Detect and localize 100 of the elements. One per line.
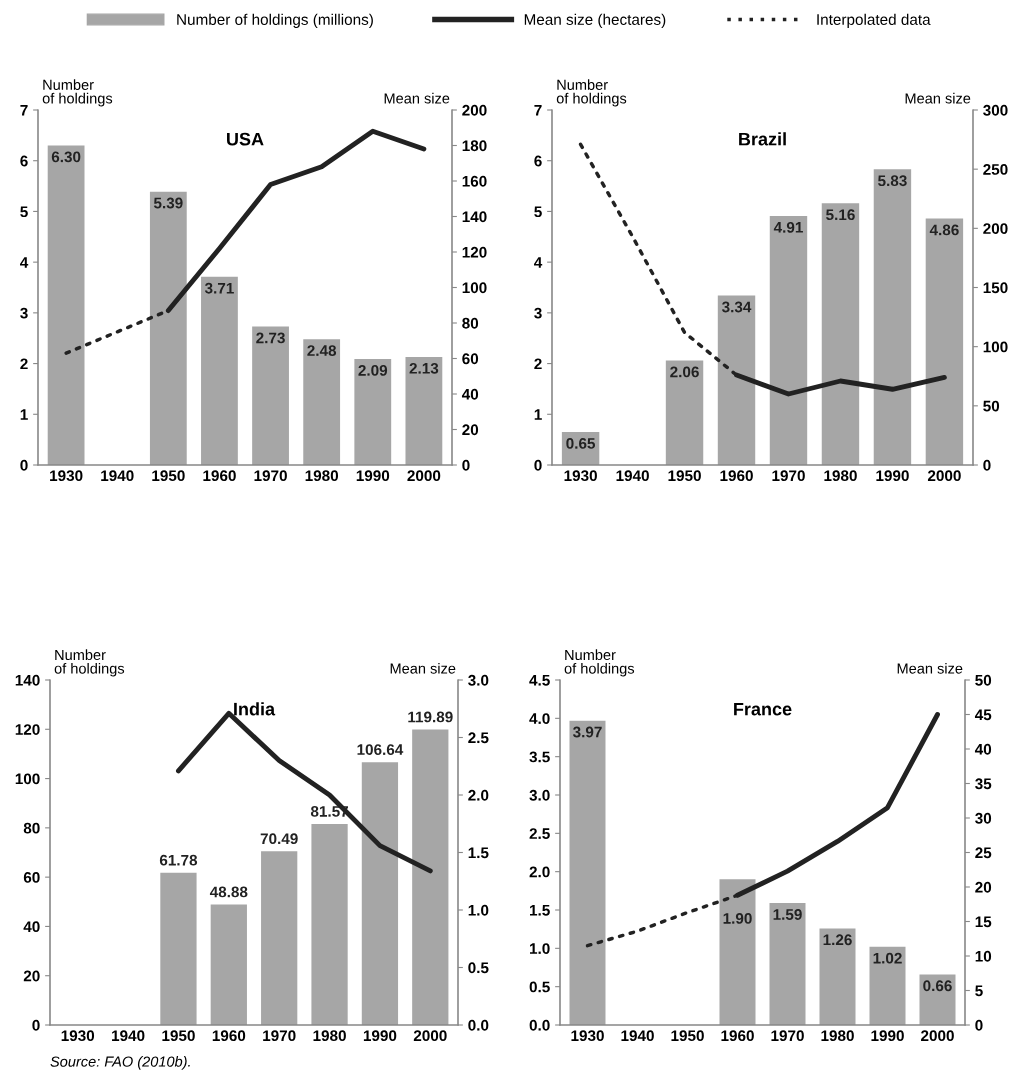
- y2-tick-label: 5: [975, 985, 983, 997]
- y2-tick-label: 0: [983, 459, 991, 471]
- bar: [405, 356, 443, 465]
- legend-label: Number of holdings (millions): [177, 13, 373, 28]
- bar: [311, 823, 348, 1025]
- x-tick-label: 1970: [263, 1030, 296, 1042]
- y-tick-label: 4.5: [529, 675, 550, 686]
- data-label: 5.39: [153, 197, 183, 209]
- y2-axis-title: Mean size: [905, 92, 971, 104]
- y-tick-label: 7: [20, 105, 28, 116]
- x-tick-label: 1930: [571, 1030, 604, 1042]
- data-label: 119.89: [408, 711, 453, 723]
- legend-label: Interpolated data: [817, 13, 931, 28]
- bar: [412, 729, 449, 1025]
- data-label: 2.73: [256, 332, 285, 344]
- y2-tick-label: 50: [983, 400, 1000, 412]
- y-tick-label: 2: [20, 358, 28, 370]
- y2-tick-label: 0.0: [468, 1019, 489, 1031]
- y2-tick-label: 30: [975, 812, 992, 824]
- y-tick-label: 40: [23, 921, 40, 933]
- bar: [919, 974, 956, 1025]
- y-tick-label: 1.5: [530, 905, 550, 916]
- data-label: 5.83: [878, 175, 907, 187]
- bar: [47, 145, 85, 465]
- x-tick-label: 1930: [50, 470, 83, 482]
- y2-tick-label: 2.0: [468, 789, 489, 801]
- x-tick-label: 1970: [772, 470, 805, 482]
- y-tick-label: 1: [534, 409, 542, 420]
- x-tick-label: 1990: [363, 1030, 397, 1042]
- x-tick-label: 1970: [771, 1030, 804, 1042]
- y2-tick-label: 0.5: [468, 962, 489, 974]
- x-tick-label: 2000: [407, 470, 441, 482]
- y-tick-label: 0: [534, 459, 542, 471]
- y-tick-label: 3.0: [529, 789, 550, 801]
- text: Brazil: [739, 132, 786, 146]
- y-axis-title: Number of holdings: [54, 649, 125, 677]
- y-tick-label: 120: [15, 724, 40, 735]
- y-tick-label: 1.0: [530, 943, 550, 955]
- y-tick-label: 6: [20, 155, 28, 167]
- y-tick-label: 4: [20, 257, 29, 268]
- y-tick-label: 3.5: [529, 751, 550, 763]
- x-tick-label: 1970: [254, 470, 287, 482]
- data-label: 4.91: [773, 221, 803, 233]
- data-label: 2.09: [358, 364, 388, 376]
- x-tick-label: 1960: [721, 1030, 754, 1042]
- x-tick-label: 2000: [927, 470, 961, 482]
- y2-tick-label: 100: [983, 341, 1008, 353]
- y2-tick-label: 60: [462, 353, 479, 365]
- data-label: 1.02: [873, 952, 902, 964]
- y-tick-label: 5: [20, 206, 28, 218]
- x-tick-label: 1950: [162, 1030, 195, 1042]
- x-tick-label: 1930: [61, 1030, 95, 1042]
- y-tick-label: 2: [534, 358, 542, 370]
- data-label: 2.13: [409, 362, 439, 374]
- y2-tick-label: 15: [975, 916, 992, 928]
- bar: [201, 276, 238, 465]
- x-tick-label: 1990: [871, 1030, 904, 1042]
- y-tick-label: 6: [534, 155, 542, 167]
- y2-tick-label: 20: [462, 424, 479, 436]
- data-label: 3.34: [722, 301, 752, 313]
- x-tick-label: 1940: [616, 470, 649, 482]
- y2-tick-label: 20: [975, 881, 992, 893]
- y2-tick-label: 45: [974, 709, 992, 721]
- y-tick-label: 2.0: [529, 866, 550, 878]
- bar: [819, 928, 856, 1025]
- y-axis-title: Number of holdings: [556, 79, 627, 107]
- y2-tick-label: 1.5: [468, 847, 489, 859]
- y-axis-title: Number of holdings: [42, 79, 113, 107]
- data-label: 61.78: [159, 854, 198, 866]
- data-label: 3.97: [572, 726, 602, 738]
- text: India: [234, 702, 276, 716]
- y2-tick-label: 180: [462, 140, 487, 152]
- bar: [210, 904, 247, 1025]
- y2-tick-label: 100: [462, 282, 487, 294]
- y-tick-label: 100: [15, 773, 40, 785]
- y-tick-label: 0.5: [529, 981, 550, 993]
- bar: [665, 360, 704, 465]
- y2-tick-label: 300: [983, 104, 1008, 116]
- bar: [719, 879, 756, 1025]
- y-tick-label: 4: [534, 257, 543, 268]
- bar: [361, 762, 399, 1025]
- source-note: Source: FAO (2010b).: [50, 1056, 190, 1070]
- x-tick-label: 1940: [112, 1030, 145, 1042]
- y2-tick-label: 3.0: [468, 674, 489, 686]
- x-tick-label: 1980: [821, 1030, 854, 1042]
- x-tick-label: 1930: [564, 470, 597, 482]
- x-tick-label: 1960: [203, 470, 236, 482]
- bar: [821, 203, 860, 465]
- bar: [303, 339, 341, 465]
- y-tick-label: 60: [23, 872, 40, 883]
- x-tick-label: 1980: [824, 470, 857, 482]
- bar: [569, 720, 606, 1025]
- data-label: 1.26: [823, 934, 852, 946]
- x-tick-label: 1950: [152, 470, 185, 482]
- bar: [252, 326, 289, 465]
- y2-tick-label: 200: [462, 104, 487, 116]
- data-label: 70.49: [260, 833, 298, 845]
- x-tick-label: 1950: [668, 470, 701, 482]
- y-tick-label: 140: [15, 674, 40, 686]
- data-label: 2.06: [670, 366, 699, 378]
